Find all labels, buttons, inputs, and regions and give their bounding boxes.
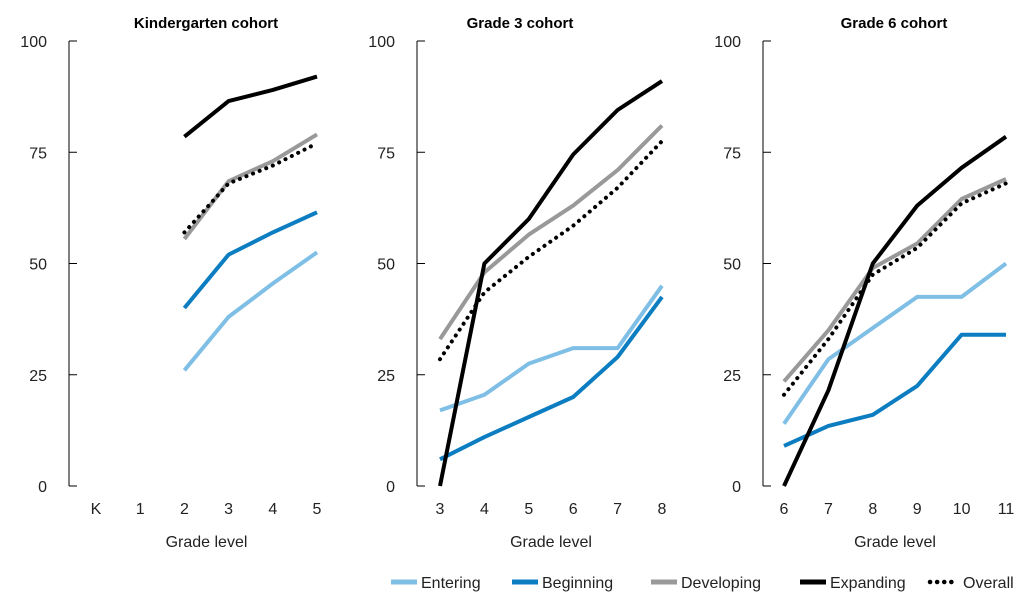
x-tick-label: 5 xyxy=(313,501,322,518)
y-tick-label: 100 xyxy=(368,34,395,51)
x-tick-label: 2 xyxy=(180,501,189,518)
y-tick-label: 50 xyxy=(723,257,741,274)
chart-panel-grade-6-cohort: Grade 6 cohort 0 25 50 75 100 6 7 8 9 10 11 Grade le… xyxy=(714,15,1014,551)
series-line-developing xyxy=(782,177,1007,383)
y-tick-label: 50 xyxy=(29,257,47,274)
x-tick-label: 4 xyxy=(268,501,277,518)
y-tick-label: 75 xyxy=(29,145,47,162)
x-tick-label: 1 xyxy=(136,501,145,518)
legend-label-beginning: Beginning xyxy=(542,575,613,592)
y-tick-label: 75 xyxy=(377,145,395,162)
chart-title: Kindergarten cohort xyxy=(134,15,278,32)
y-tick-label: 50 xyxy=(377,257,395,274)
series-line-beginning xyxy=(439,295,664,462)
chart-title: Grade 6 cohort xyxy=(841,15,948,32)
x-axis-label: Grade level xyxy=(854,534,936,551)
x-tick-label: 6 xyxy=(569,501,578,518)
legend-label-expanding: Expanding xyxy=(830,575,906,592)
series-line-developing xyxy=(182,132,319,241)
x-tick-label: 3 xyxy=(436,501,445,518)
series-line-beginning xyxy=(182,210,318,310)
y-tick-label: 25 xyxy=(29,368,47,385)
x-axis-label: Grade level xyxy=(510,534,592,551)
y-tick-label: 100 xyxy=(20,34,47,51)
x-tick-label: 11 xyxy=(998,501,1015,518)
x-tick-label: 4 xyxy=(480,501,489,518)
series-line-entering xyxy=(182,250,319,372)
x-axis-label: Grade level xyxy=(166,534,248,551)
x-tick-label: 8 xyxy=(868,501,877,518)
legend-label-overall: Overall xyxy=(963,575,1014,592)
x-tick-label: 8 xyxy=(658,501,667,518)
y-tick-label: 0 xyxy=(732,479,741,496)
x-tick-label: 6 xyxy=(780,501,789,518)
x-tick-label: 7 xyxy=(613,501,622,518)
legend-label-entering: Entering xyxy=(421,575,481,592)
chart-panel-kindergarten-cohort: Kindergarten cohort 0 25 50 75 100 K 1 2 3 4 5 Grade… xyxy=(20,15,321,551)
series-line-overall xyxy=(182,141,319,235)
y-tick-label: 0 xyxy=(386,479,395,496)
x-tick-label: 3 xyxy=(224,501,233,518)
legend: Entering Beginning Developing Expanding Over… xyxy=(391,575,1014,592)
y-tick-label: 25 xyxy=(377,368,395,385)
series-line-expanding xyxy=(782,135,1008,487)
y-tick-label: 100 xyxy=(714,34,741,51)
series-line-expanding xyxy=(183,74,318,139)
y-tick-label: 0 xyxy=(38,479,47,496)
x-tick-label: 9 xyxy=(913,501,922,518)
x-tick-label: 7 xyxy=(824,501,833,518)
series-line-expanding xyxy=(438,79,664,487)
series-line-beginning xyxy=(783,332,1006,448)
series-line-entering xyxy=(782,261,1008,425)
x-tick-label: 5 xyxy=(524,501,533,518)
series-line-entering xyxy=(439,284,664,413)
y-tick-label: 75 xyxy=(723,145,741,162)
chart-panel-grade-3-cohort: Grade 3 cohort 0 25 50 75 100 3 4 5 6 7 8 Grade leve… xyxy=(368,15,666,551)
x-tick-label: K xyxy=(91,501,102,518)
y-tick-label: 25 xyxy=(723,368,741,385)
series-line-overall xyxy=(438,139,664,362)
x-tick-label: 10 xyxy=(953,501,971,518)
chart-title: Grade 3 cohort xyxy=(467,15,574,32)
legend-label-developing: Developing xyxy=(681,575,761,592)
series-line-developing xyxy=(438,124,664,341)
